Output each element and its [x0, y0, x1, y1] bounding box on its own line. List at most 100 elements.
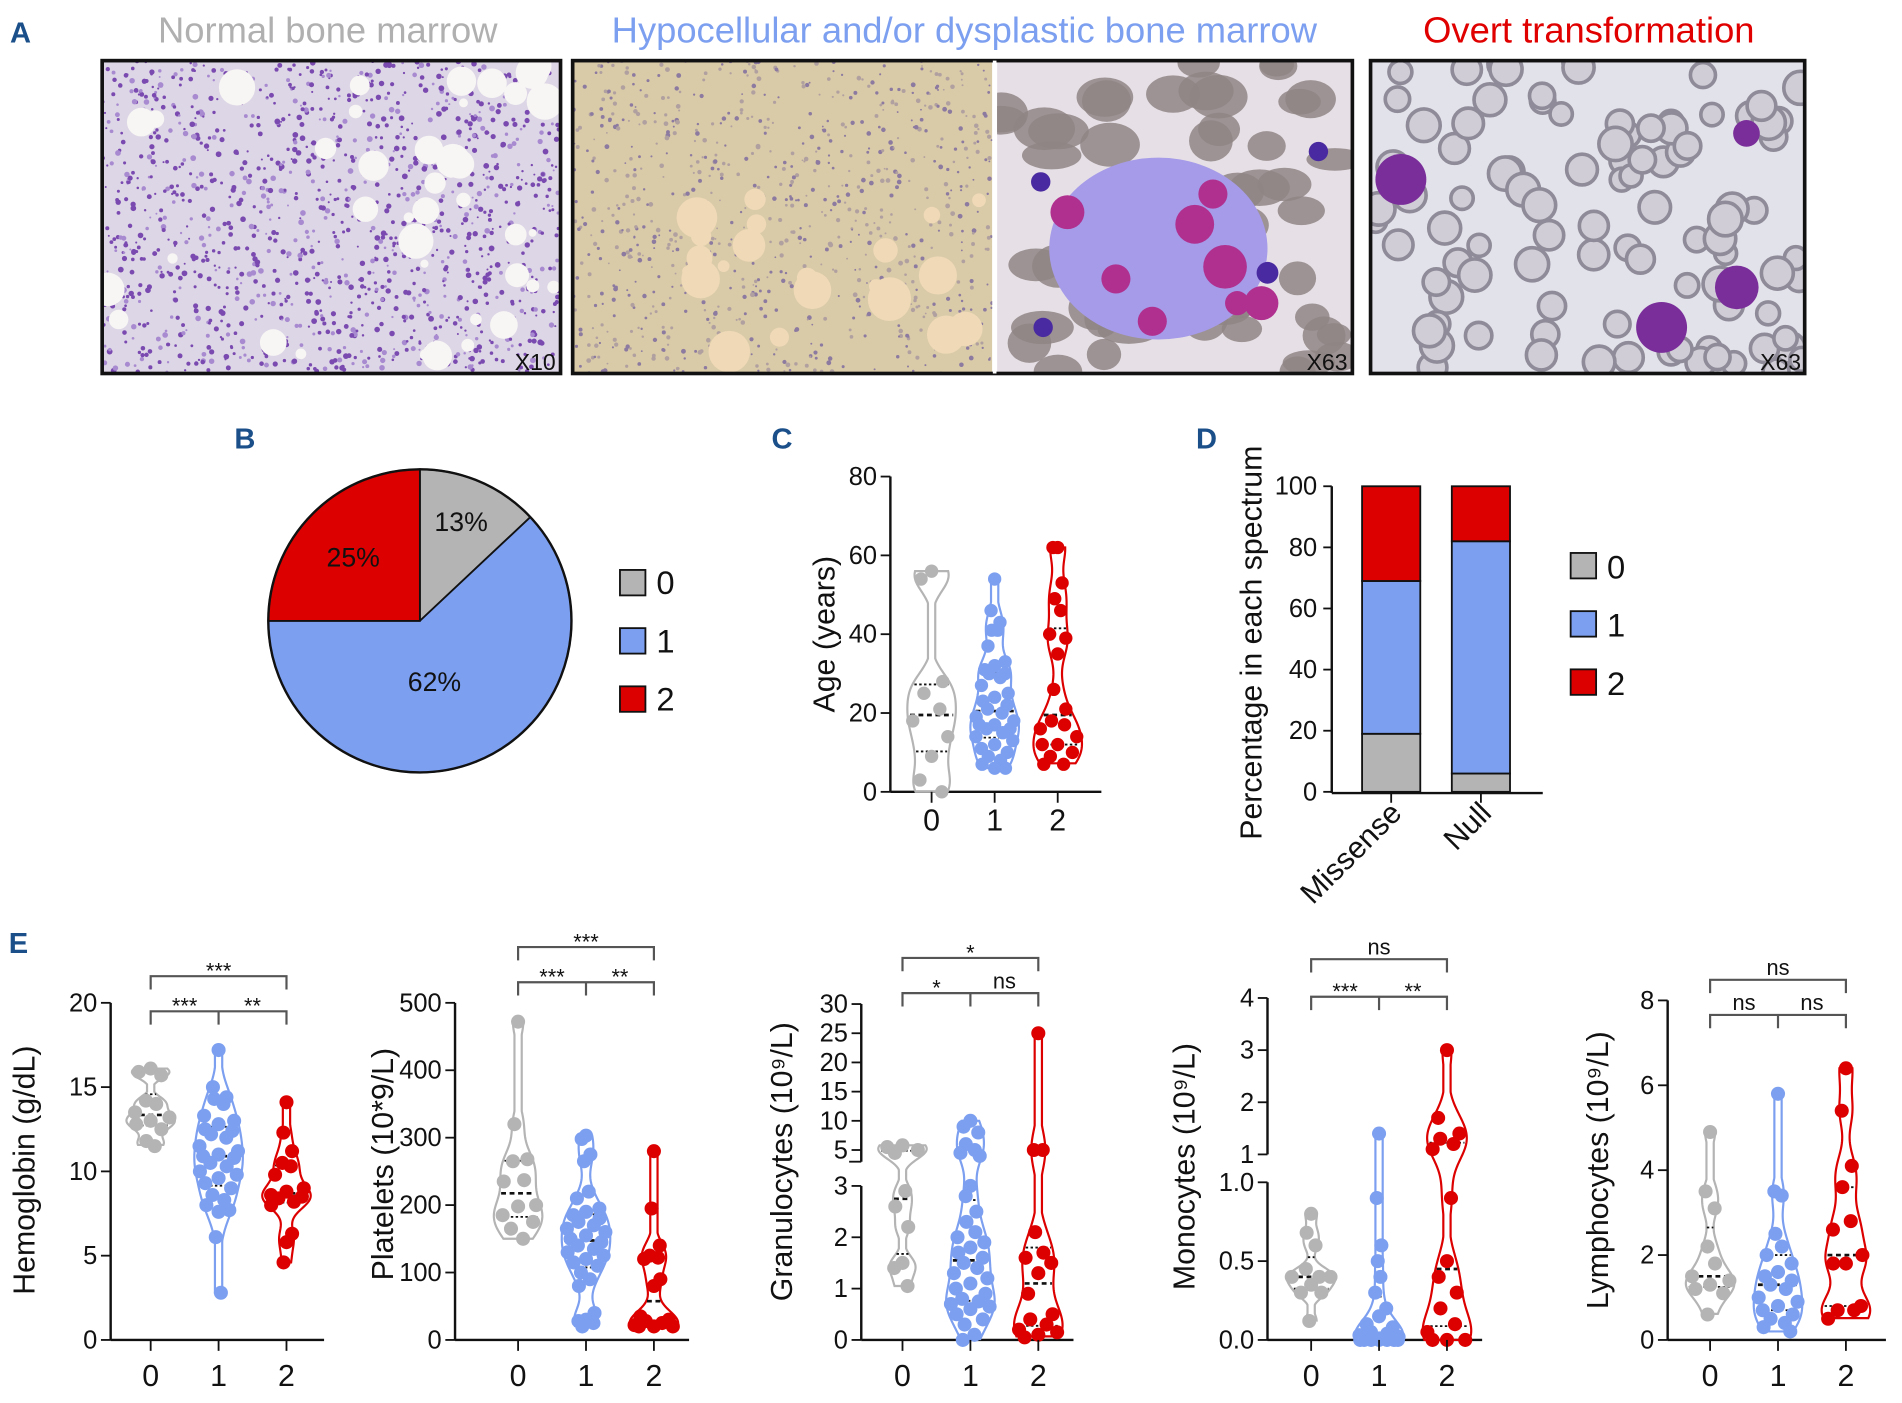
y-tick-label: 0: [834, 1326, 848, 1354]
data-point: [1778, 1281, 1793, 1297]
x-tick-label: 1: [210, 1360, 227, 1393]
significance-label-0-1: *: [932, 976, 941, 1001]
data-point: [1784, 1256, 1799, 1271]
data-point: [972, 1148, 987, 1163]
data-point: [1700, 1239, 1715, 1254]
data-point: [637, 1252, 652, 1267]
data-point: [901, 1219, 916, 1235]
significance-label-0-2: ***: [573, 929, 599, 954]
data-point: [197, 1108, 212, 1123]
data-point: [1751, 1290, 1766, 1305]
significance-label-0-1: ***: [539, 965, 565, 990]
x-tick-label: 2: [1837, 1360, 1854, 1393]
significance-label-0-1: ***: [172, 994, 198, 1019]
y-tick-label: 200: [399, 1192, 441, 1220]
data-point: [590, 1258, 605, 1273]
data-point: [154, 1122, 169, 1137]
panel-letter-d: D: [1196, 424, 1217, 456]
data-point: [646, 1278, 661, 1294]
micrograph-hypocellular-x10: [572, 60, 993, 374]
y-tick-label: 0.5: [1219, 1248, 1254, 1276]
data-point: [286, 1194, 301, 1209]
data-point: [1770, 1265, 1786, 1280]
significance-brackets: *** *****: [517, 929, 655, 996]
data-point: [578, 1228, 594, 1243]
data-point: [578, 1204, 594, 1219]
data-point: [1756, 1320, 1771, 1335]
data-point: [1700, 1307, 1715, 1322]
micrograph-border: [570, 58, 1355, 376]
y-tick-label: 60: [849, 542, 877, 570]
x-tick-label: 2: [1439, 1360, 1456, 1393]
y-tick-label: 20: [849, 700, 877, 728]
data-point: [1688, 1281, 1703, 1297]
data-point: [982, 1299, 997, 1314]
data-point: [900, 1279, 915, 1294]
data-point: [1449, 1285, 1464, 1300]
data-point: [1039, 1317, 1054, 1332]
bar-missense-1: [1361, 580, 1422, 735]
data-point: [1821, 1311, 1836, 1326]
data-point: [216, 1096, 231, 1112]
y-axis-label: Hemoglobin (g/dL): [8, 1046, 41, 1295]
significance-label-1-2: **: [1405, 979, 1422, 1004]
data-point: [1790, 1294, 1805, 1309]
x-tick-label: 2: [645, 1360, 662, 1393]
data-point: [205, 1187, 220, 1203]
data-point: [1045, 1307, 1060, 1322]
data-point: [1021, 1286, 1036, 1301]
magnification-label: X63: [1760, 349, 1801, 375]
data-point: [503, 1221, 519, 1236]
data-point: [1431, 1110, 1446, 1125]
data-point: [147, 1139, 162, 1154]
significance-brackets: *** **ns: [1310, 934, 1449, 1011]
data-point: [974, 678, 989, 693]
data-point: [1055, 576, 1069, 590]
x-tick-label: 0: [923, 805, 940, 838]
data-point: [128, 1105, 143, 1120]
violin-outline: [1012, 1032, 1064, 1338]
y-tick-label: 2: [1640, 1242, 1654, 1270]
data-point: [574, 1131, 589, 1147]
data-point: [570, 1238, 585, 1253]
bar-missense-2: [1361, 485, 1422, 582]
data-point: [264, 1198, 279, 1213]
violin-group-0: [877, 1138, 928, 1294]
violin-group-2: [1420, 1043, 1473, 1347]
data-point: [1372, 1309, 1387, 1324]
x-tick-label: 0: [1702, 1360, 1719, 1393]
data-point: [1770, 1086, 1786, 1101]
y-tick-label: 20: [69, 989, 97, 1017]
panel-letter-a: A: [10, 17, 31, 49]
data-point: [219, 1159, 234, 1174]
bracket-0-2: [149, 975, 288, 990]
data-point: [1834, 1103, 1849, 1118]
bracket-0-1-2: [517, 981, 655, 996]
data-point: [963, 1302, 978, 1317]
data-point: [205, 1080, 220, 1095]
data-point: [956, 1119, 971, 1134]
data-point: [959, 1214, 974, 1229]
micrograph-border: [100, 58, 563, 376]
bar-null-2: [1450, 485, 1511, 543]
data-point: [953, 1145, 968, 1160]
data-point: [644, 1201, 659, 1216]
data-point: [1036, 1245, 1051, 1260]
data-point: [1373, 1269, 1388, 1284]
data-point: [1433, 1301, 1448, 1316]
x-tick-label: 0: [142, 1360, 159, 1393]
legend-label-0: 0: [1607, 548, 1625, 585]
data-point: [924, 564, 939, 578]
data-point: [526, 1214, 541, 1229]
micrograph-normal-x10: [102, 60, 561, 374]
significance-label-0-2: *: [966, 940, 975, 965]
y-tick-label: 15: [69, 1074, 97, 1102]
bracket-0-1-2: [1310, 995, 1449, 1011]
data-point: [1044, 714, 1059, 728]
violin-group-1: [943, 1113, 997, 1347]
data-point: [980, 1271, 995, 1286]
data-point: [1284, 1269, 1299, 1284]
significance-label-0-2: ns: [1766, 955, 1789, 980]
